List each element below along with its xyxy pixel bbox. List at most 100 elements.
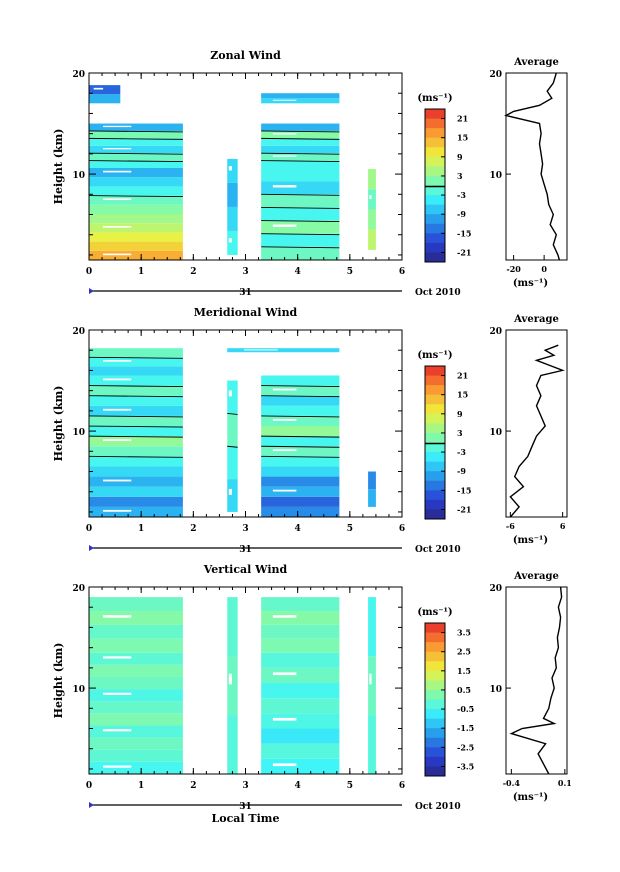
colorbar-swatch [425,233,445,244]
data-cell [261,597,340,612]
data-cell [368,169,376,190]
colorbar-unit: (ms⁻¹) [417,350,452,361]
contour-line [88,160,183,163]
colorbar-tick-label: 9 [457,409,463,419]
data-cell [368,229,376,250]
data-cell [89,160,183,169]
data-cell [261,486,340,497]
data-cell [261,758,340,774]
data-gap [103,198,132,201]
data-cell [89,214,183,224]
colorbar-tick-label: -15 [457,485,471,495]
data-cell [227,230,238,255]
data-cell [261,698,340,714]
y-axis-label: Height (km) [52,386,65,462]
colorbar-tick-label: 1.5 [457,666,471,676]
data-gap [369,673,372,685]
data-gap [272,489,297,492]
data-cell [89,223,183,233]
data-cell [261,728,340,744]
data-cell [89,204,183,215]
colorbar-swatch [425,175,445,186]
contour-line [88,137,183,140]
average-profile-line [509,586,563,775]
data-cell [261,496,340,507]
data-cell [89,749,183,762]
data-cell [261,638,340,653]
data-cell [261,194,340,208]
data-cell [89,348,183,358]
x-axis-common-label: Local Time [212,812,280,825]
colorbar-swatch [425,366,445,377]
colorbar-swatch [425,499,445,510]
data-cell [89,486,183,497]
data-gap [103,125,132,128]
data-cell [261,415,340,427]
data-cell [227,656,238,716]
colorbar-swatch [425,756,445,767]
data-gap [103,170,132,173]
average-frame [505,72,568,261]
data-gap [272,224,297,227]
data-cell [89,476,183,487]
data-gap [228,488,232,495]
colorbar-unit: (ms⁻¹) [417,93,452,104]
contour-line [261,233,340,236]
data-gap [103,729,132,732]
colorbar-tick-label: 0.5 [457,685,471,695]
y-tick-label: 10 [72,685,85,695]
data-cell [89,186,183,196]
contour-line [261,193,340,196]
y-tick-label: 10 [72,428,85,438]
data-gap [103,615,132,618]
contour-line [261,415,340,418]
average-x-tick-label: -0.4 [503,778,521,788]
x-tick-label: 0 [86,781,92,791]
data-gap [103,479,132,482]
date-tick-label: 31 [239,802,252,812]
data-gap [228,166,232,171]
data-cell [261,436,340,447]
colorbar-tick-label: -3 [457,447,466,457]
colorbar-tick-label: 3.5 [457,628,471,638]
data-gap [103,656,132,659]
panel-2: Vertical Wind 0 1 2 3 4 5 6 10 20 Height (km) 31 Oct… [52,563,572,812]
x-tick-label: 4 [295,267,301,277]
y-tick-label: 10 [72,171,85,181]
colorbar-swatch [425,461,445,472]
average-x-label: (ms⁻¹) [513,535,548,546]
average-frame [505,586,568,775]
colorbar-swatch [425,223,445,234]
data-gap [93,87,104,90]
data-cell [89,597,183,612]
data-cell [89,713,183,726]
data-cell [89,415,183,427]
date-marker [89,545,94,551]
data-gap [228,673,232,685]
data-cell [89,611,183,625]
month-label: Oct 2010 [415,545,461,555]
data-cell [261,98,340,104]
data-cell [89,652,183,665]
data-cell [261,743,340,759]
data-gap [103,148,132,150]
data-cell [261,153,340,161]
data-cell [89,232,183,242]
average-y-tick-label: 10 [489,428,502,438]
colorbar-tick-label: -0.5 [457,704,474,714]
data-cell [227,597,238,657]
colorbar-swatch [425,128,445,139]
colorbar-tick-label: 2.5 [457,647,471,657]
contour-line [261,246,340,249]
data-gap [369,195,372,199]
data-cell [227,446,238,480]
data-cell [261,168,340,182]
colorbar-tick-label: -3.5 [457,761,474,771]
data-cell [368,656,376,716]
x-tick-label: 1 [138,524,144,534]
data-cell [89,241,183,251]
colorbar-swatch [425,766,445,777]
colorbar-swatch [425,509,445,520]
x-tick-label: 0 [86,524,92,534]
data-cell [89,737,183,750]
